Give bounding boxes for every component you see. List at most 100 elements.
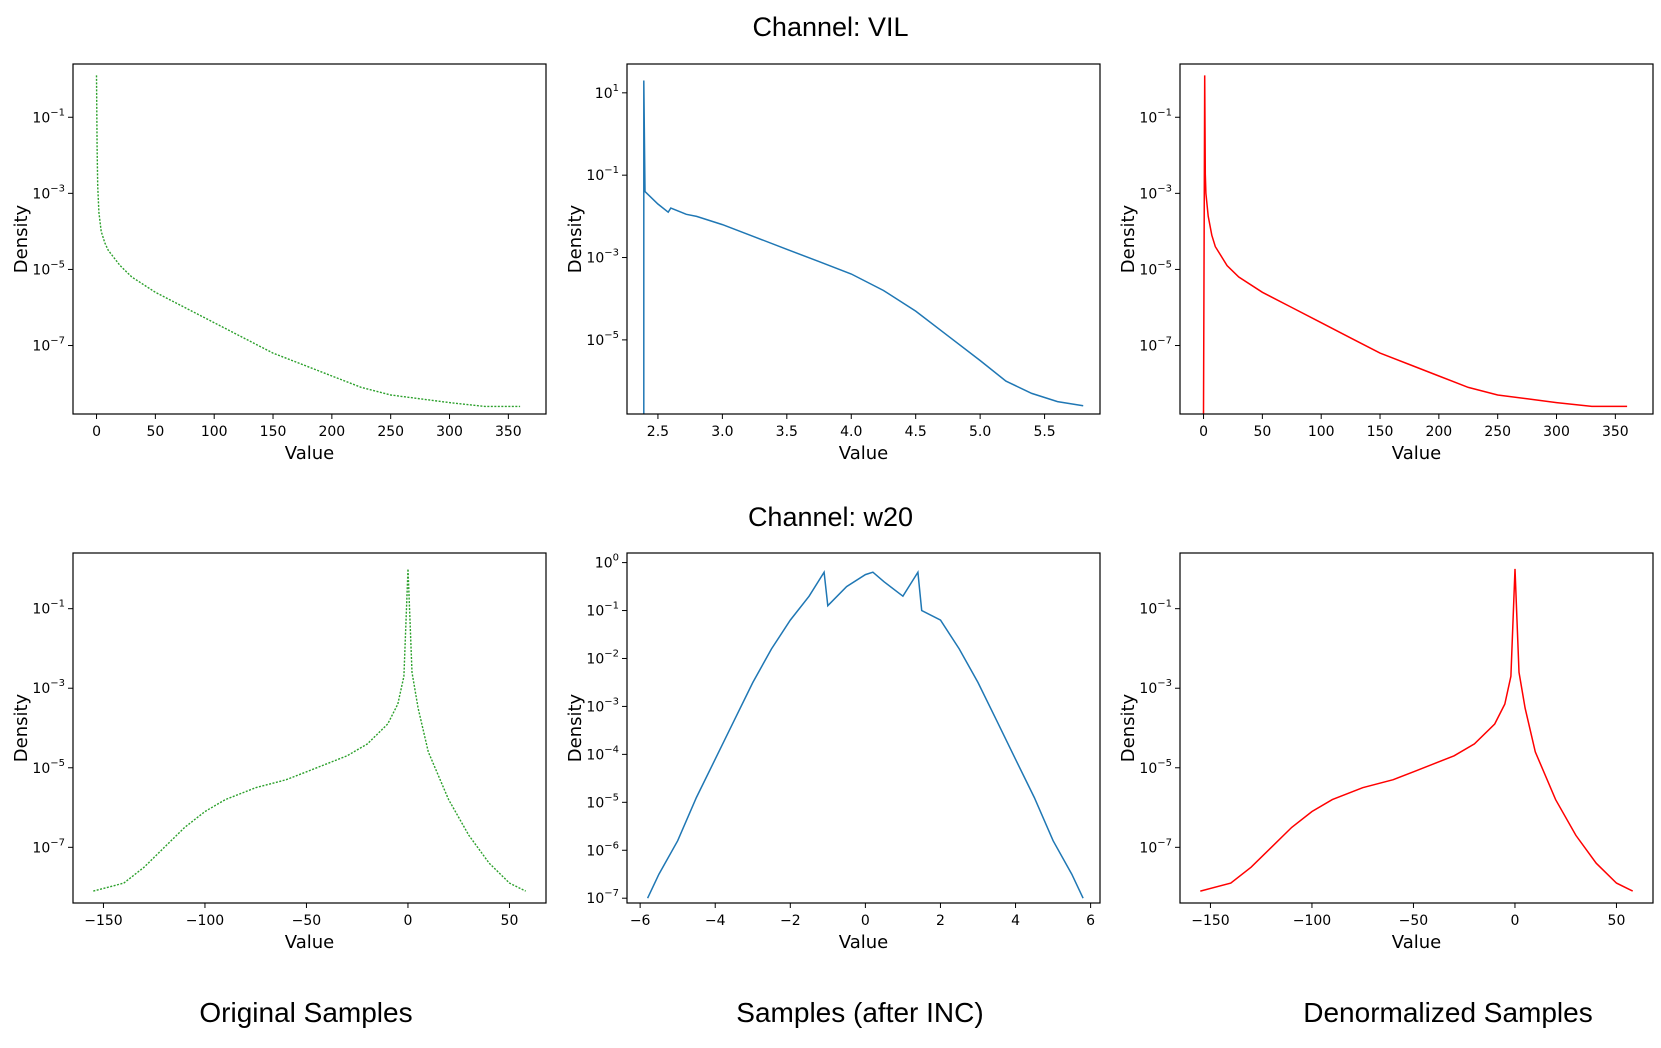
x-tick-label: 350 bbox=[1602, 424, 1629, 440]
x-tick-label: 250 bbox=[377, 424, 404, 440]
x-tick-label: 4 bbox=[1011, 913, 1020, 929]
x-tick-label: −150 bbox=[84, 913, 122, 929]
y-tick-label: 10−3 bbox=[32, 183, 65, 202]
y-tick-label: 10−3 bbox=[32, 678, 65, 697]
x-tick-label: 3.0 bbox=[711, 424, 733, 440]
chart-panel-2: 0 50 100 150 200 250 300 350 10−7 10−5 10−3 10−1 Val… bbox=[1118, 63, 1654, 464]
y-tick-label: 10−1 bbox=[1139, 107, 1172, 126]
x-tick-label: 4.5 bbox=[905, 424, 927, 440]
y-tick-label: 10−3 bbox=[586, 696, 619, 715]
y-tick-label: 10−5 bbox=[586, 330, 619, 349]
x-tick-label: −50 bbox=[292, 913, 322, 929]
x-tick-label: −4 bbox=[705, 913, 726, 929]
y-axis-label: Density bbox=[1118, 204, 1139, 273]
y-tick-label: 10−3 bbox=[586, 248, 619, 267]
axes-frame bbox=[1179, 63, 1654, 415]
chart-panel-4: −6 −4 −2 0 2 4 6 10−7 10−6 10−5 10−4 10−3 10−2 10−1 10… bbox=[565, 552, 1101, 953]
y-tick-label: 10−2 bbox=[586, 648, 619, 667]
y-tick-label: 10−7 bbox=[1139, 837, 1172, 856]
chart-panel-0: 0 50 100 150 200 250 300 350 10−7 10−5 10−3 10−1 Val… bbox=[11, 63, 547, 464]
y-tick-label: 100 bbox=[595, 553, 619, 572]
series-line-original bbox=[95, 75, 521, 408]
y-tick-label: 10−1 bbox=[586, 165, 619, 184]
x-tick-label: 250 bbox=[1484, 424, 1511, 440]
x-axis-label: Value bbox=[839, 932, 888, 953]
x-tick-label: 50 bbox=[1608, 913, 1626, 929]
x-tick-label: 0 bbox=[1199, 424, 1208, 440]
y-tick-label: 10−1 bbox=[32, 599, 65, 618]
x-tick-label: −100 bbox=[186, 913, 224, 929]
x-tick-label: 0 bbox=[861, 913, 870, 929]
y-tick-label: 10−6 bbox=[586, 840, 619, 859]
x-tick-label: 350 bbox=[495, 424, 522, 440]
row-title-w20: Channel: w20 bbox=[747, 502, 914, 532]
series-line-after_inc bbox=[643, 80, 1084, 414]
y-tick-label: 101 bbox=[595, 83, 619, 102]
y-tick-label: 10−7 bbox=[1139, 336, 1172, 355]
x-tick-label: 0 bbox=[403, 913, 412, 929]
caption-original-samples: Original Samples bbox=[199, 997, 413, 1028]
x-axis-label: Value bbox=[1392, 932, 1441, 953]
series-line-denormalized bbox=[1202, 75, 1628, 414]
row-title-vil: Channel: VIL bbox=[752, 12, 909, 42]
y-tick-label: 10−1 bbox=[32, 107, 65, 126]
x-tick-label: 100 bbox=[201, 424, 228, 440]
x-tick-label: 2 bbox=[936, 913, 945, 929]
y-tick-label: 10−1 bbox=[586, 601, 619, 620]
y-axis-label: Density bbox=[11, 204, 32, 273]
y-axis-label: Density bbox=[565, 204, 586, 273]
x-tick-label: 100 bbox=[1308, 424, 1335, 440]
caption-denormalized-samples: Denormalized Samples bbox=[1303, 997, 1593, 1028]
y-axis-label: Density bbox=[1118, 693, 1139, 762]
y-axis-label: Density bbox=[565, 693, 586, 762]
x-axis-label: Value bbox=[1392, 443, 1441, 464]
x-tick-label: 2.5 bbox=[647, 424, 669, 440]
x-tick-label: 4.0 bbox=[840, 424, 862, 440]
caption-samples-after-inc: Samples (after INC) bbox=[736, 997, 984, 1028]
x-tick-label: −50 bbox=[1399, 913, 1429, 929]
series-line-after_inc bbox=[646, 569, 1084, 899]
chart-panel-1: 2.5 3.0 3.5 4.0 4.5 5.0 5.5 10−5 10−3 10−1 101 Valu… bbox=[565, 63, 1101, 464]
axes-frame bbox=[72, 63, 547, 415]
y-tick-label: 10−7 bbox=[32, 336, 65, 355]
y-tick-label: 10−5 bbox=[1139, 758, 1172, 777]
x-tick-label: 0 bbox=[1510, 913, 1519, 929]
x-axis-label: Value bbox=[285, 443, 334, 464]
x-tick-label: 50 bbox=[501, 913, 519, 929]
y-axis-label: Density bbox=[11, 693, 32, 762]
x-tick-label: 300 bbox=[436, 424, 463, 440]
axes-frame bbox=[1179, 552, 1654, 904]
x-tick-label: 0 bbox=[92, 424, 101, 440]
y-tick-label: 10−1 bbox=[1139, 599, 1172, 618]
x-tick-label: 150 bbox=[260, 424, 287, 440]
x-tick-label: −100 bbox=[1293, 913, 1331, 929]
x-tick-label: 150 bbox=[1367, 424, 1394, 440]
x-tick-label: 3.5 bbox=[776, 424, 798, 440]
x-axis-label: Value bbox=[839, 443, 888, 464]
x-tick-label: −2 bbox=[780, 913, 801, 929]
x-tick-label: −6 bbox=[630, 913, 651, 929]
y-tick-label: 10−3 bbox=[1139, 678, 1172, 697]
y-tick-label: 10−5 bbox=[32, 259, 65, 278]
axes-frame bbox=[626, 63, 1101, 415]
x-axis-label: Value bbox=[285, 932, 334, 953]
x-tick-label: 50 bbox=[1253, 424, 1271, 440]
y-tick-label: 10−3 bbox=[1139, 183, 1172, 202]
y-tick-label: 10−5 bbox=[1139, 259, 1172, 278]
x-tick-label: −150 bbox=[1191, 913, 1229, 929]
y-tick-label: 10−7 bbox=[586, 888, 619, 907]
chart-panel-5: −150 −100 −50 0 50 10−7 10−5 10−3 10−1 Value Densi… bbox=[1118, 552, 1654, 953]
series-line-original bbox=[93, 568, 527, 892]
x-tick-label: 300 bbox=[1543, 424, 1570, 440]
x-tick-label: 200 bbox=[1425, 424, 1452, 440]
y-tick-label: 10−5 bbox=[586, 792, 619, 811]
x-tick-label: 6 bbox=[1086, 913, 1095, 929]
y-tick-label: 10−7 bbox=[32, 837, 65, 856]
axes-frame bbox=[72, 552, 547, 904]
chart-panel-3: −150 −100 −50 0 50 10−7 10−5 10−3 10−1 Value Densi… bbox=[11, 552, 547, 953]
y-tick-label: 10−5 bbox=[32, 758, 65, 777]
x-tick-label: 5.0 bbox=[969, 424, 991, 440]
x-tick-label: 5.5 bbox=[1033, 424, 1055, 440]
y-tick-label: 10−4 bbox=[586, 744, 619, 763]
